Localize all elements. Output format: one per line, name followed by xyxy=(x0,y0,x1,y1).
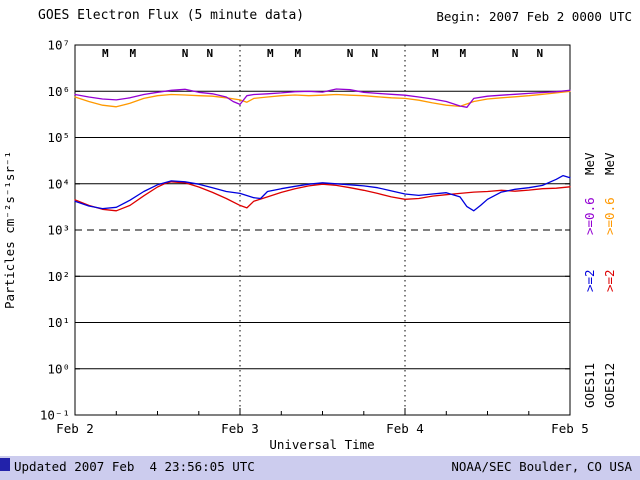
legend-text: MeV xyxy=(582,152,597,175)
y-tick-label: 10³ xyxy=(47,223,70,238)
local-time-marker-M: M xyxy=(432,47,439,60)
legend-text: GOES12 xyxy=(602,363,617,408)
local-time-marker-M: M xyxy=(102,47,109,60)
local-time-marker-N: N xyxy=(182,47,189,60)
x-axis-label: Universal Time xyxy=(269,437,374,452)
local-time-marker-N: N xyxy=(536,47,543,60)
legend-text: >=0.6 xyxy=(582,197,597,235)
local-time-marker-N: N xyxy=(347,47,354,60)
local-time-marker-M: M xyxy=(459,47,466,60)
local-time-marker-M: M xyxy=(129,47,136,60)
footer-bar xyxy=(0,456,640,480)
plot-frame xyxy=(74,44,571,416)
local-time-marker-N: N xyxy=(206,47,213,60)
series-goes11-e06 xyxy=(74,88,571,108)
y-axis-label: Particles cm⁻²s⁻¹sr⁻¹ xyxy=(2,151,17,309)
y-tick-label: 10⁷ xyxy=(47,38,70,53)
x-tick-label: Feb 3 xyxy=(221,421,259,436)
local-time-marker-N: N xyxy=(512,47,519,60)
updated-timestamp: Updated 2007 Feb 4 23:56:05 UTC xyxy=(14,459,255,474)
begin-timestamp: Begin: 2007 Feb 2 0000 UTC xyxy=(436,9,632,24)
series-goes12-e06 xyxy=(74,90,571,108)
y-tick-label: 10⁴ xyxy=(47,176,70,191)
x-tick-label: Feb 2 xyxy=(56,421,94,436)
legend-text: MeV xyxy=(602,152,617,175)
y-tick-label: 10⁵ xyxy=(47,130,70,145)
x-tick-label: Feb 5 xyxy=(551,421,589,436)
chart-title: GOES Electron Flux (5 minute data) xyxy=(38,8,304,23)
legend-text: GOES11 xyxy=(582,363,597,408)
x-tick-labels: Feb 2 Feb 3 Feb 4 Feb 5 xyxy=(56,408,589,436)
legend-text: >=2 xyxy=(582,269,597,292)
local-time-marker-N: N xyxy=(371,47,378,60)
gridlines xyxy=(75,45,570,415)
right-legend: GOES11 >=2 >=0.6 MeV GOES12 >=2 >=0.6 MeV xyxy=(582,152,617,408)
y-tick-label: 10⁰ xyxy=(47,361,70,376)
x-tick-label: Feb 4 xyxy=(386,421,424,436)
legend-column-goes11: GOES11 >=2 >=0.6 MeV xyxy=(582,152,597,408)
series-goes12-e2 xyxy=(74,181,571,212)
local-time-marker-M: M xyxy=(267,47,274,60)
credit: NOAA/SEC Boulder, CO USA xyxy=(451,459,632,474)
y-tick-label: 10² xyxy=(47,269,70,284)
local-time-marker-M: M xyxy=(294,47,301,60)
series-goes11-e2 xyxy=(74,174,571,212)
y-tick-labels: 10⁷ 10⁶ 10⁵ 10⁴ 10³ 10² 10¹ 10⁰ 10⁻¹ xyxy=(40,38,570,423)
legend-column-goes12: GOES12 >=2 >=0.6 MeV xyxy=(602,152,617,408)
y-tick-label: 10⁻¹ xyxy=(40,408,70,423)
y-tick-label: 10¹ xyxy=(47,315,70,330)
flux-curves xyxy=(74,88,571,212)
legend-text: >=2 xyxy=(602,269,617,292)
link-marker xyxy=(0,458,10,471)
legend-text: >=0.6 xyxy=(602,197,617,235)
y-tick-label: 10⁶ xyxy=(47,84,70,99)
